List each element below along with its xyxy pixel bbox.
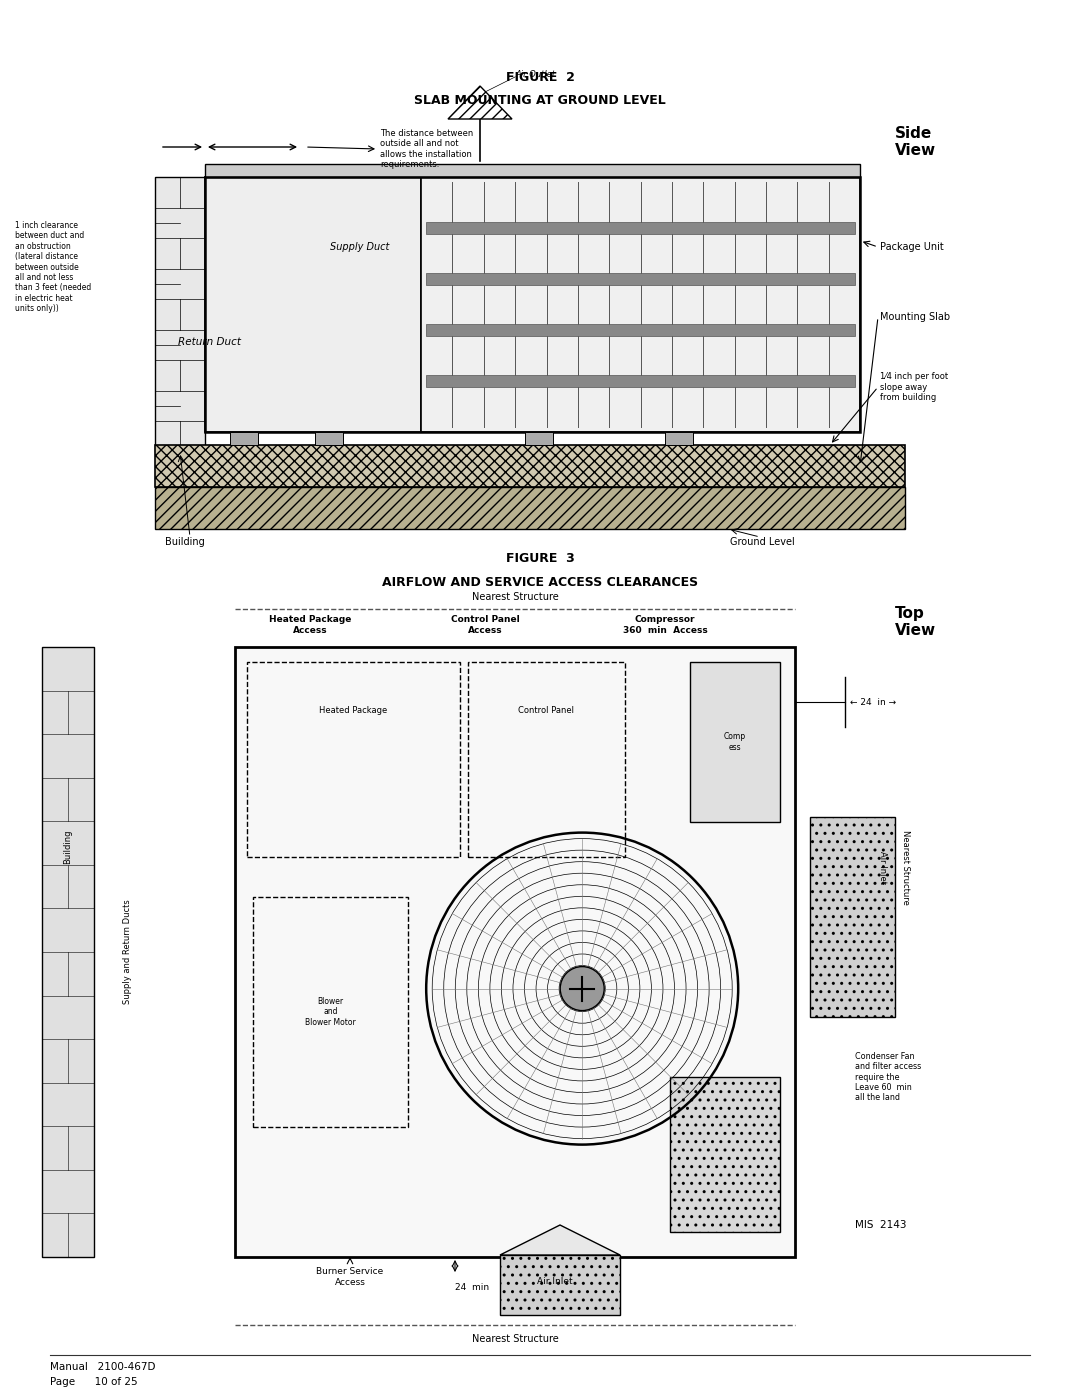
- Bar: [205, 163, 860, 177]
- Text: Heated Package: Heated Package: [320, 707, 388, 715]
- Bar: [427, 272, 855, 285]
- Text: 1⁄4 inch per foot
slope away
from building: 1⁄4 inch per foot slope away from buildi…: [880, 372, 948, 402]
- Text: Supply Duct: Supply Duct: [330, 242, 390, 251]
- Text: Manual   2100-467D: Manual 2100-467D: [50, 1362, 156, 1372]
- Text: Building: Building: [64, 830, 72, 865]
- Bar: [247, 662, 460, 856]
- Text: Comp
ess: Comp ess: [724, 732, 746, 752]
- Text: Air Inlet: Air Inlet: [877, 851, 887, 883]
- Bar: [156, 177, 205, 453]
- Bar: [156, 446, 905, 488]
- Text: 1 inch clearance
between duct and
an obstruction
(lateral distance
between outsi: 1 inch clearance between duct and an obs…: [15, 221, 91, 313]
- Bar: [421, 177, 860, 432]
- Bar: [525, 432, 553, 446]
- Text: Ground Level: Ground Level: [730, 536, 795, 548]
- Text: Return Duct: Return Duct: [178, 337, 242, 346]
- Bar: [42, 647, 94, 1257]
- Text: MIS  2143: MIS 2143: [855, 1220, 906, 1229]
- Text: Air Outlet: Air Outlet: [515, 70, 555, 78]
- Text: FIGURE  3: FIGURE 3: [505, 552, 575, 566]
- Bar: [427, 324, 855, 337]
- Text: FIGURE  2: FIGURE 2: [505, 70, 575, 84]
- Bar: [156, 488, 905, 529]
- Bar: [427, 374, 855, 387]
- Bar: [665, 432, 693, 446]
- Text: Blower
and
Blower Motor: Blower and Blower Motor: [306, 997, 356, 1027]
- Text: Burner Service
Access: Burner Service Access: [316, 1267, 383, 1287]
- Text: Condenser Fan
and filter access
require the
Leave 60  min
all the land: Condenser Fan and filter access require …: [855, 1052, 921, 1102]
- Bar: [205, 177, 860, 432]
- Text: Nearest Structure: Nearest Structure: [472, 592, 558, 602]
- Text: SLAB MOUNTING AT GROUND LEVEL: SLAB MOUNTING AT GROUND LEVEL: [414, 94, 666, 106]
- Bar: [690, 662, 780, 821]
- Bar: [810, 817, 895, 1017]
- Circle shape: [561, 967, 604, 1010]
- Text: Control Panel: Control Panel: [518, 707, 575, 715]
- Text: The distance between
outside all and not
allows the installation
requirements.: The distance between outside all and not…: [380, 129, 473, 169]
- Text: Air Inlet: Air Inlet: [537, 1277, 572, 1287]
- Text: Page      10 of 25: Page 10 of 25: [50, 1377, 137, 1387]
- Polygon shape: [500, 1225, 620, 1255]
- Text: Package Unit: Package Unit: [880, 242, 944, 251]
- Bar: [500, 1255, 620, 1315]
- Text: 24  min: 24 min: [455, 1282, 489, 1291]
- Text: Top
View: Top View: [895, 606, 936, 638]
- Text: Control Panel
Access: Control Panel Access: [450, 615, 519, 634]
- Text: Side
View: Side View: [895, 126, 936, 158]
- Bar: [205, 177, 421, 432]
- Bar: [315, 432, 343, 446]
- Text: Nearest Structure: Nearest Structure: [472, 1334, 558, 1344]
- Bar: [468, 662, 624, 856]
- Text: Mounting Slab: Mounting Slab: [880, 312, 950, 321]
- Text: Building: Building: [165, 536, 205, 548]
- Text: Supply and Return Ducts: Supply and Return Ducts: [123, 900, 133, 1004]
- Text: ← 24  in →: ← 24 in →: [850, 697, 896, 707]
- Text: AIRFLOW AND SERVICE ACCESS CLEARANCES: AIRFLOW AND SERVICE ACCESS CLEARANCES: [382, 576, 698, 588]
- Bar: [230, 432, 258, 446]
- Bar: [253, 897, 408, 1127]
- Bar: [427, 222, 855, 235]
- Bar: [235, 647, 795, 1257]
- Text: Heated Package
Access: Heated Package Access: [269, 615, 351, 634]
- Text: Compressor
360  min  Access: Compressor 360 min Access: [623, 615, 707, 634]
- Polygon shape: [448, 87, 512, 119]
- Bar: [670, 1077, 780, 1232]
- Text: Nearest Structure: Nearest Structure: [901, 830, 909, 904]
